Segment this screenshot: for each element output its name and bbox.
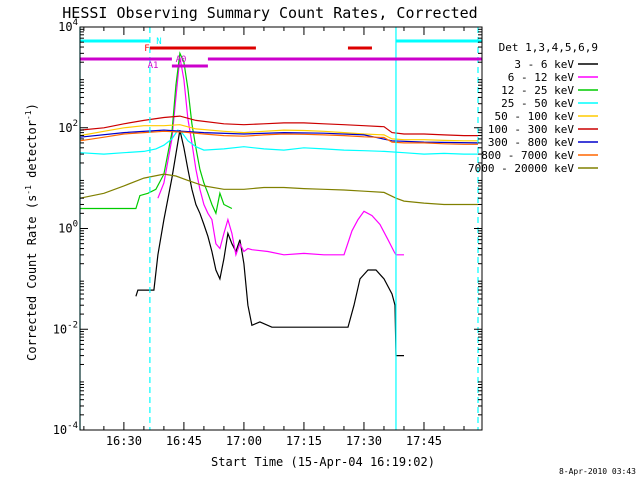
- y-tick-base: 10: [58, 20, 72, 34]
- flag-label-a0: A0: [176, 55, 187, 65]
- legend-label-3: 12 - 25 keV: [501, 84, 574, 97]
- series-line-4: [79, 129, 478, 155]
- flag-label-a1: A1: [148, 61, 159, 71]
- series-line-8: [79, 130, 478, 145]
- legend-label-1: 3 - 6 keV: [514, 58, 574, 71]
- y-tick-exponent: -2: [67, 320, 78, 330]
- y-axis-label-part-1: Corrected Count Rate (s: [25, 195, 39, 361]
- y-tick-label-4: 102: [58, 119, 78, 135]
- flag-label-n: N: [156, 37, 161, 47]
- x-tick-label-4: 17:15: [286, 434, 322, 448]
- y-axis-label-sup-1: -1: [24, 185, 33, 195]
- y-tick-exponent: 0: [73, 220, 78, 230]
- y-axis-label: Corrected Count Rate (s-1 detector-1): [24, 103, 39, 361]
- legend-label-9: 7000 - 20000 keV: [468, 162, 574, 175]
- series-line-2: [157, 57, 404, 258]
- y-tick-label-5: 104: [58, 18, 78, 34]
- y-tick-base: 10: [53, 322, 67, 336]
- legend-label-5: 50 - 100 keV: [495, 110, 575, 123]
- y-tick-exponent: 2: [73, 119, 78, 129]
- y-tick-base: 10: [53, 423, 67, 437]
- series-line-6: [79, 115, 478, 137]
- legend-label-4: 25 - 50 keV: [501, 97, 574, 110]
- y-tick-exponent: -4: [67, 421, 78, 431]
- x-tick-label-3: 17:00: [226, 434, 262, 448]
- y-axis-label-part-2: detector: [25, 120, 39, 185]
- y-axis-label-part-3: ): [25, 103, 39, 110]
- series-line-9: [79, 173, 478, 206]
- series-line-3: [80, 51, 233, 216]
- legend-label-6: 100 - 300 keV: [488, 123, 574, 136]
- series-line-1: [135, 129, 404, 357]
- legend-label-2: 6 - 12 keV: [508, 71, 575, 84]
- x-axis-label: Start Time (15-Apr-04 16:19:02): [211, 455, 435, 469]
- series-line-5: [79, 124, 478, 142]
- series-line-7: [79, 129, 479, 144]
- flag-label-f: F: [144, 44, 149, 54]
- x-tick-label-2: 16:45: [166, 434, 202, 448]
- chart-title: HESSI Observing Summary Count Rates, Cor…: [62, 4, 477, 22]
- y-tick-label-3: 100: [58, 220, 78, 236]
- y-tick-label-2: 10-2: [53, 320, 78, 336]
- x-tick-label-5: 17:30: [346, 434, 382, 448]
- date-stamp: 8-Apr-2010 03:43: [559, 467, 636, 476]
- legend-label-7: 300 - 800 keV: [488, 136, 574, 149]
- y-tick-base: 10: [58, 121, 72, 135]
- y-tick-label-1: 10-4: [53, 421, 78, 437]
- y-axis-label-sup-2: -1: [24, 110, 33, 120]
- y-tick-base: 10: [58, 222, 72, 236]
- x-tick-label-1: 16:30: [106, 434, 142, 448]
- legend-label-8: 800 - 7000 keV: [481, 149, 574, 162]
- y-tick-exponent: 4: [73, 18, 78, 28]
- x-tick-label-6: 17:45: [406, 434, 442, 448]
- axes: 16:30 16:45 17:00 17:15 17:30 17:4510-410-210…: [53, 18, 482, 448]
- legend-title: Det 1,3,4,5,6,9: [499, 41, 598, 54]
